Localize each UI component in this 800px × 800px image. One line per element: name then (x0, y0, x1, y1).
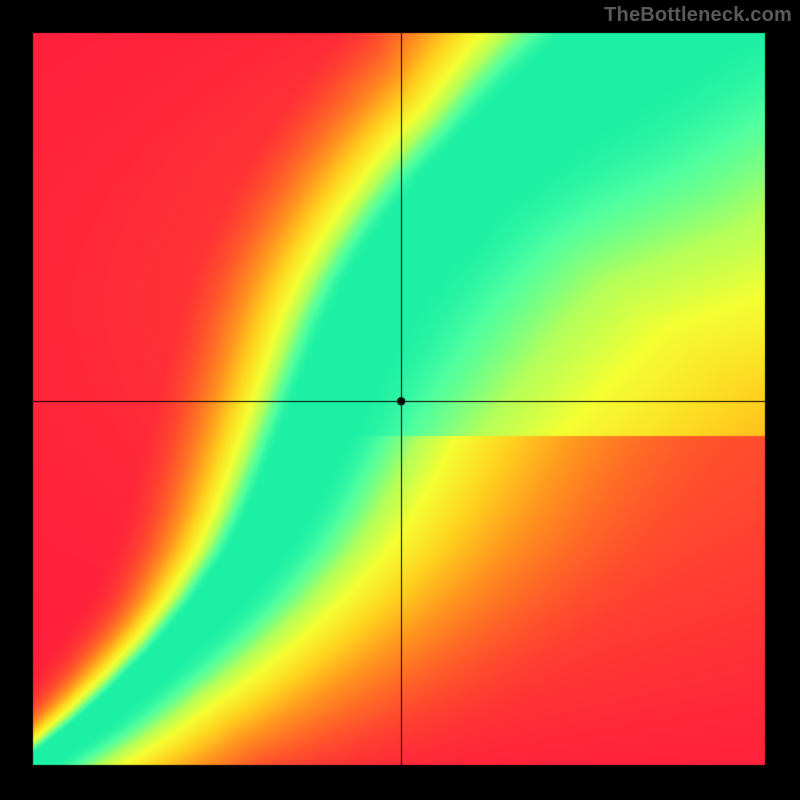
chart-container: { "meta": { "watermark_text": "TheBottle… (0, 0, 800, 800)
watermark-text: TheBottleneck.com (604, 4, 792, 27)
heatmap-canvas (0, 0, 800, 800)
